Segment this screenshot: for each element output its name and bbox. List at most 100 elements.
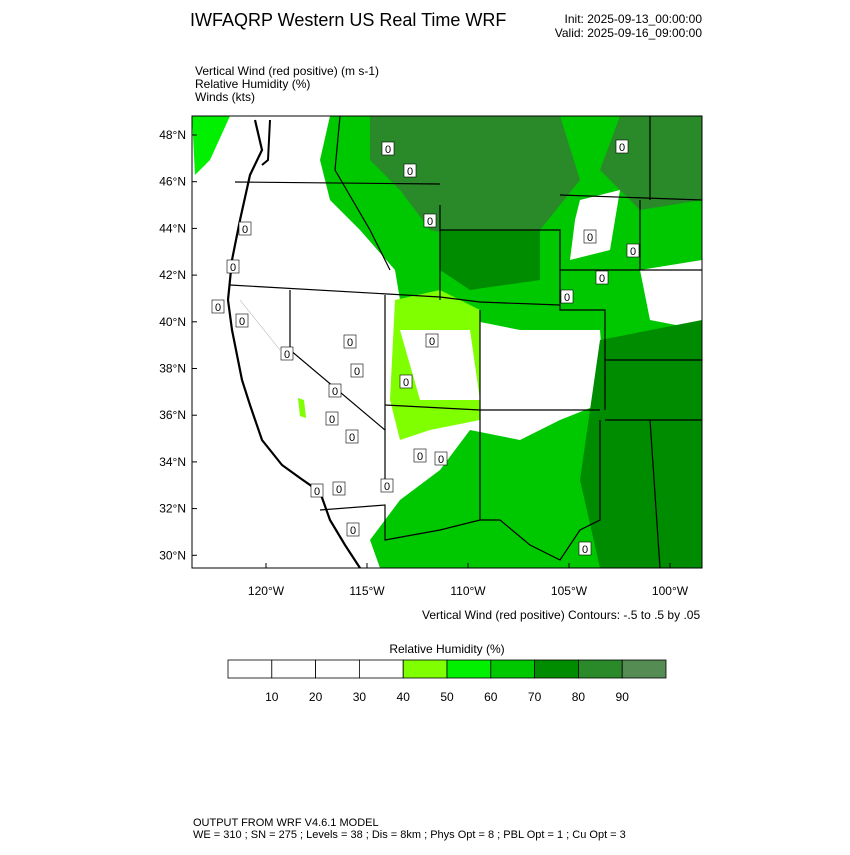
map — [192, 116, 702, 568]
colorbar-label: 10 — [265, 690, 279, 704]
colorbar-box — [621, 659, 667, 679]
colorbar-label: 30 — [353, 690, 367, 704]
colorbar-box — [446, 659, 492, 679]
colorbar-label: 80 — [572, 690, 586, 704]
field-label: Vertical Wind (red positive) (m s-1) — [195, 64, 379, 78]
lat-label: 38°N — [159, 362, 186, 376]
colorbar-label: 50 — [440, 690, 454, 704]
field-label: Relative Humidity (%) — [195, 77, 310, 91]
lat-label: 48°N — [159, 128, 186, 142]
contour-label: 0 — [385, 144, 391, 156]
lat-label: 34°N — [159, 455, 186, 469]
lon-label: 105°W — [551, 584, 588, 598]
contour-info: Vertical Wind (red positive) Contours: -… — [422, 608, 700, 622]
lat-label: 42°N — [159, 268, 186, 282]
contour-label-box — [578, 541, 592, 556]
colorbar-box — [578, 659, 623, 679]
contour-label: 0 — [587, 232, 593, 244]
contour-label: 0 — [564, 292, 570, 304]
colorbar-box — [402, 659, 448, 679]
footer-line: WE = 310 ; SN = 275 ; Levels = 38 ; Dis … — [193, 829, 626, 841]
valid-time: Valid: 2025-09-16_09:00:00 — [555, 26, 703, 40]
colorbar-label: 20 — [309, 690, 323, 704]
contour-label: 0 — [284, 349, 290, 361]
contour-label-box — [583, 229, 597, 244]
title: IWFAQRP Western US Real Time WRF — [190, 10, 506, 30]
contour-label-box — [413, 448, 427, 463]
colorbar-box — [490, 659, 535, 679]
contour-label: 0 — [347, 337, 353, 349]
contour-label: 0 — [350, 525, 356, 537]
contour-label-box — [380, 478, 394, 493]
contour-label: 0 — [403, 377, 409, 389]
lon-label: 110°W — [450, 584, 486, 598]
contour-label: 0 — [242, 224, 248, 236]
contour-label-box — [346, 522, 360, 537]
map-frame — [191, 115, 703, 569]
contour-label-box — [615, 139, 629, 154]
contour-label: 0 — [599, 273, 605, 285]
contour-label-box — [328, 383, 342, 398]
colorbar-box — [315, 659, 360, 679]
contour-label: 0 — [329, 414, 335, 426]
colorbar-label: 70 — [528, 690, 542, 704]
lat-label: 44°N — [159, 221, 186, 235]
colorbar-box — [534, 659, 579, 679]
contour-label: 0 — [429, 336, 435, 348]
contour-label-box — [399, 374, 413, 389]
contour-label: 0 — [582, 544, 588, 556]
contour-label-box — [235, 313, 249, 328]
colorbar-box — [358, 659, 404, 679]
contour-label: 0 — [239, 316, 245, 328]
contour-label-box — [310, 483, 324, 498]
contour-label: 0 — [314, 486, 320, 498]
init-time: Init: 2025-09-13_00:00:00 — [565, 12, 703, 26]
contour-label-box — [226, 259, 240, 274]
colorbar-label: 60 — [484, 690, 498, 704]
contour-label-box — [345, 429, 359, 444]
contour-label-box — [425, 333, 439, 348]
contour-label-box — [434, 451, 448, 466]
contour-label-box — [238, 221, 252, 236]
contour-label: 0 — [354, 366, 360, 378]
footer-line: OUTPUT FROM WRF V4.6.1 MODEL — [193, 817, 379, 829]
contour-label-box — [350, 363, 364, 378]
contour-label: 0 — [427, 216, 433, 228]
colorbar-label: 90 — [616, 690, 630, 704]
contour-label-box — [403, 163, 417, 178]
contour-label-box — [325, 411, 339, 426]
lat-label: 30°N — [159, 548, 186, 562]
contour-label: 0 — [438, 454, 444, 466]
contour-label-box — [332, 481, 346, 496]
contour-label-box — [560, 289, 574, 304]
lat-label: 46°N — [159, 175, 186, 189]
contour-label: 0 — [230, 262, 236, 274]
contour-label: 0 — [630, 246, 636, 258]
contour-label: 0 — [332, 386, 338, 398]
colorbar-label: 40 — [397, 690, 411, 704]
lon-label: 120°W — [248, 584, 285, 598]
lon-label: 115°W — [349, 584, 385, 598]
contour-label: 0 — [336, 484, 342, 496]
colorbar-title: Relative Humidity (%) — [389, 642, 504, 656]
colorbar-box — [271, 659, 316, 679]
lat-label: 36°N — [159, 408, 186, 422]
contour-label: 0 — [417, 451, 423, 463]
lat-label: 32°N — [159, 502, 186, 516]
contour-label: 0 — [349, 432, 355, 444]
field-label: Winds (kts) — [195, 90, 255, 104]
contour-label: 0 — [384, 481, 390, 493]
contour-label-box — [381, 141, 395, 156]
contour-label: 0 — [619, 142, 625, 154]
contour-label-box — [626, 243, 640, 258]
contour-label-box — [595, 270, 609, 285]
colorbar-box — [227, 659, 273, 679]
contour-label: 0 — [215, 302, 221, 314]
contour-label: 0 — [407, 166, 413, 178]
lat-label: 40°N — [159, 315, 186, 329]
contour-label-box — [423, 213, 437, 228]
contour-label-box — [343, 334, 357, 349]
contour-label-box — [211, 299, 225, 314]
lon-label: 100°W — [652, 584, 689, 598]
